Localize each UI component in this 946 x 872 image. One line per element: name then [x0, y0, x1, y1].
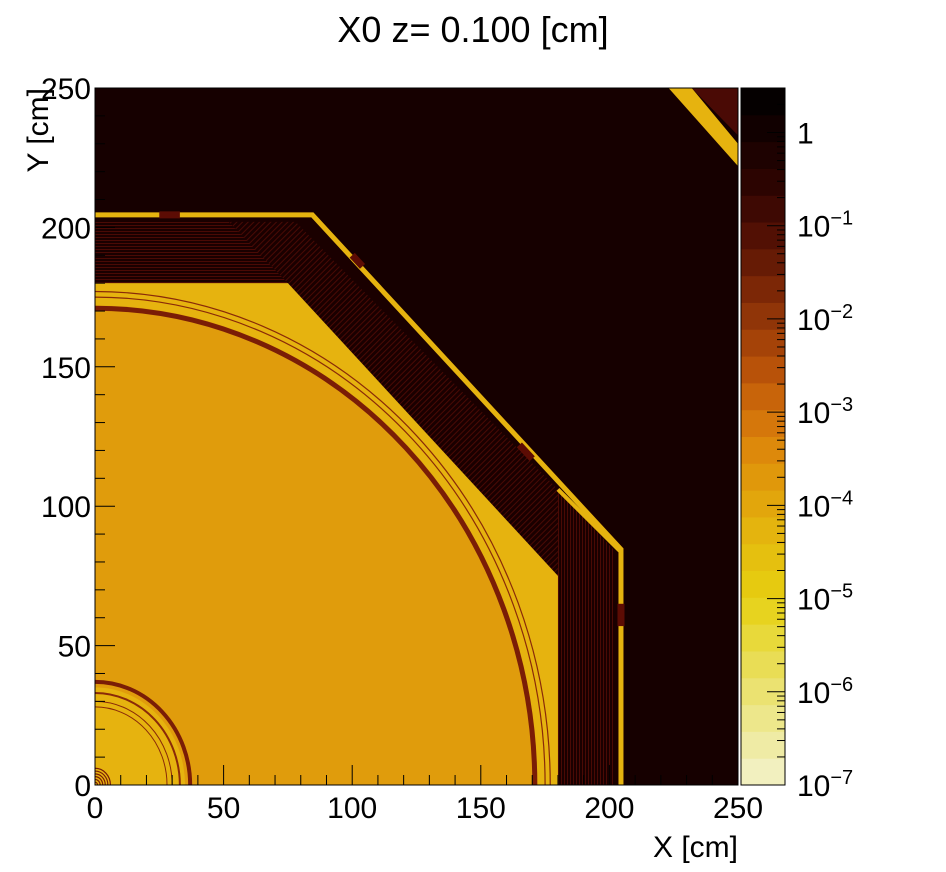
- ring-thin-1: [95, 296, 546, 785]
- colorbar-bin-6: [741, 597, 785, 625]
- colorbar-bin-25: [741, 88, 785, 116]
- y-tick-label-2: 100: [41, 491, 91, 524]
- corner-shell: [668, 88, 738, 167]
- colorbar-bin-21: [741, 195, 785, 223]
- x-axis-label: X [cm]: [653, 831, 738, 864]
- x-tick-label-2: 100: [327, 792, 377, 825]
- x-tick-label-3: 150: [456, 792, 506, 825]
- ring-inner-2: [95, 691, 181, 785]
- ring-inner-1: [95, 679, 193, 785]
- colorbar-bin-0: [741, 758, 785, 786]
- ring-beam-5: [95, 770, 109, 785]
- colorbar-label-5: 10−2: [797, 301, 853, 337]
- colorbar-label-0: 10−7: [797, 767, 853, 803]
- outer-shell-diag: [556, 488, 622, 553]
- ring-inner-3: [95, 700, 173, 785]
- x-tick-label-1: 50: [207, 792, 240, 825]
- ring-thin-2: [95, 290, 551, 785]
- region-inner-tracker: [95, 687, 186, 785]
- y-tick-label-4: 200: [41, 212, 91, 245]
- colorbar: 10−7 10−6 10−5 10−4 10−3 10−2 10−1 1: [740, 87, 853, 803]
- colorbar-bin-7: [741, 570, 785, 598]
- y-tick-label-3: 150: [41, 352, 91, 385]
- stripes-top: [95, 221, 288, 284]
- axes: 0 50 100 150 200 250 0 50 100 150 200 250: [41, 73, 763, 825]
- plot-frame: [94, 87, 739, 786]
- colorbar-bin-17: [741, 302, 785, 330]
- colorbar-label-3: 10−4: [797, 487, 853, 523]
- colorbar-bin-10: [741, 490, 785, 518]
- stripes-right: [557, 489, 615, 785]
- colorbar-bin-12: [741, 436, 785, 464]
- x-tick-label-5: 250: [713, 792, 763, 825]
- colorbar-bin-22: [741, 168, 785, 196]
- colorbar-label-2: 10−5: [797, 581, 853, 617]
- colorbar-bin-20: [741, 222, 785, 250]
- colorbar-label-1: 10−6: [797, 674, 853, 710]
- shell-support-2: [516, 442, 535, 462]
- colorbar-label-7: 1: [797, 117, 814, 150]
- corner-block: [691, 88, 738, 136]
- colorbar-bin-2: [741, 704, 785, 732]
- colorbar-bin-18: [741, 275, 785, 303]
- heatmap-area: [95, 88, 738, 785]
- colorbar-bin-9: [741, 516, 785, 545]
- colorbar-label-4: 10−3: [797, 394, 853, 430]
- outer-shell-line: [95, 212, 624, 785]
- y-tick-label-0: 0: [74, 770, 91, 803]
- colorbar-bin-23: [741, 141, 785, 169]
- colorbar-label-6: 10−1: [797, 208, 853, 244]
- colorbar-bin-15: [741, 356, 785, 384]
- x-tick-label-4: 200: [584, 792, 634, 825]
- colorbar-frame: [740, 87, 786, 786]
- y-tick-label-5: 250: [41, 73, 91, 106]
- colorbar-bin-24: [741, 114, 785, 143]
- region-inner-barrel: [95, 305, 538, 785]
- ring-beam-3: [95, 776, 104, 785]
- colorbar-bin-1: [741, 731, 785, 759]
- ring-inner-4: [95, 706, 168, 785]
- ring-beam-4: [95, 773, 106, 785]
- ring-outer: [95, 305, 538, 785]
- ring-beam-6: [95, 767, 112, 785]
- x-tick-label-0: 0: [87, 792, 104, 825]
- colorbar-bin-8: [741, 543, 785, 572]
- y-axis-label: Y [cm]: [22, 88, 55, 172]
- colorbar-bin-14: [741, 382, 785, 411]
- colorbar-bin-4: [741, 650, 785, 679]
- shell-support-1: [349, 252, 366, 269]
- y-tick-label-1: 50: [58, 631, 91, 664]
- chart-title: X0 z= 0.100 [cm]: [337, 9, 608, 50]
